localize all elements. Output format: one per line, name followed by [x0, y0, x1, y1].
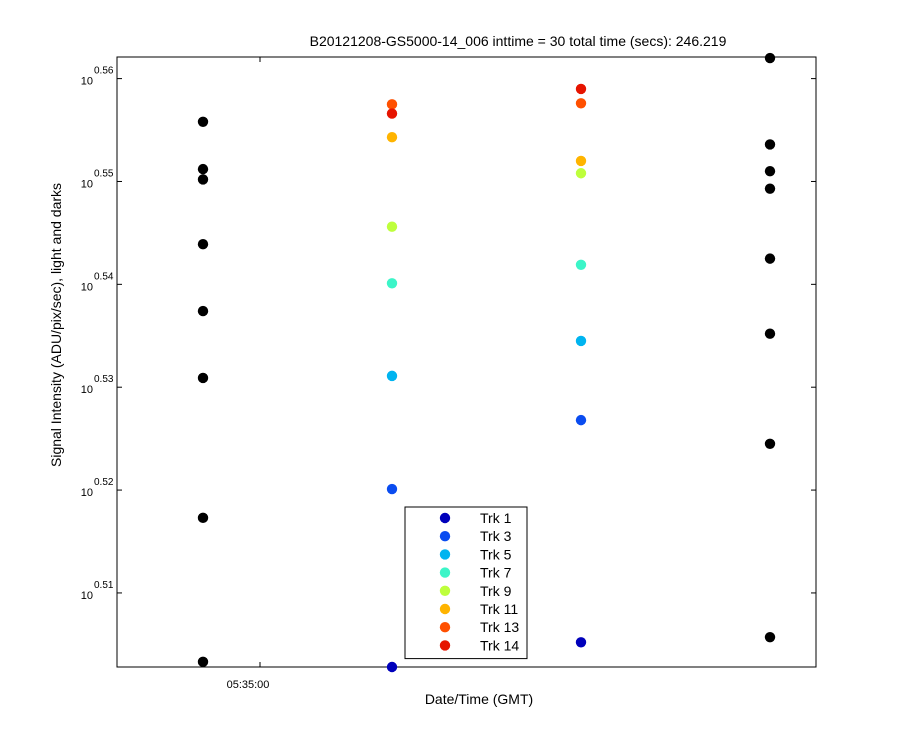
- point-trk-7: [575, 259, 587, 270]
- point-darks: [197, 372, 209, 384]
- legend-label: Trk 14: [480, 637, 519, 653]
- legend: Trk 1 Trk 3 Trk 5 Trk 7 Trk 9 Trk 11 Trk 13 Trk…: [404, 506, 528, 660]
- point-trk-13: [575, 98, 587, 109]
- y-axis-label: Signal Intensity (ADU/pix/sec), light an…: [48, 183, 64, 467]
- legend-label: Trk 13: [480, 619, 519, 635]
- point-darks: [764, 139, 776, 150]
- point-darks: [764, 253, 776, 264]
- point-trk-11: [386, 132, 398, 143]
- point-trk-1: [386, 661, 398, 673]
- legend-label: Trk 5: [480, 546, 512, 562]
- legend-marker: [439, 531, 451, 542]
- point-darks: [764, 165, 776, 177]
- point-trk-14: [575, 83, 587, 95]
- point-darks: [764, 438, 776, 449]
- point-trk-14: [386, 108, 398, 119]
- point-darks: [197, 239, 209, 250]
- point-trk-9: [386, 221, 398, 232]
- point-darks: [197, 305, 209, 317]
- y-tick-label: 10: [81, 487, 93, 499]
- point-trk-13: [386, 99, 398, 110]
- point-darks: [197, 512, 209, 524]
- legend-marker: [439, 585, 451, 596]
- y-tick-label-exponent: 0.56: [94, 66, 114, 77]
- legend-label: Trk 11: [480, 601, 518, 617]
- point-darks: [197, 656, 209, 668]
- legend-label: Trk 7: [480, 565, 512, 581]
- y-tick-label-exponent: 0.51: [94, 580, 114, 591]
- point-trk-5: [386, 370, 398, 382]
- legend-marker: [439, 622, 451, 633]
- legend-marker: [439, 603, 451, 615]
- legend-label: Trk 3: [480, 528, 512, 544]
- y-tick-label: 10: [81, 281, 93, 293]
- y-tick-label-exponent: 0.55: [94, 168, 114, 179]
- legend-box: [404, 506, 528, 660]
- point-darks: [197, 174, 209, 185]
- chart-title: B20121208-GS5000-14_006 inttime = 30 tot…: [310, 33, 727, 49]
- y-tick-label: 10: [81, 590, 93, 602]
- point-darks: [197, 163, 209, 175]
- point-trk-1: [575, 637, 587, 648]
- x-axis-label: Date/Time (GMT): [425, 691, 533, 707]
- point-darks: [764, 52, 776, 64]
- point-trk-7: [386, 278, 398, 289]
- x-axis-ticks: 05:35:00: [227, 57, 270, 691]
- point-trk-3: [575, 414, 587, 426]
- x-tick-label: 05:35:00: [227, 679, 270, 691]
- point-trk-5: [575, 335, 587, 347]
- data-points: [197, 52, 776, 673]
- legend-marker: [439, 640, 451, 651]
- y-tick-label-exponent: 0.53: [94, 374, 114, 385]
- legend-label: Trk 9: [480, 583, 512, 599]
- y-tick-label: 10: [81, 76, 93, 88]
- y-tick-label: 10: [81, 384, 93, 396]
- y-tick-label: 10: [81, 178, 93, 190]
- point-darks: [764, 183, 776, 194]
- point-darks: [197, 116, 209, 128]
- y-tick-label-exponent: 0.52: [94, 477, 114, 488]
- y-tick-label-exponent: 0.54: [94, 271, 114, 282]
- point-darks: [764, 328, 776, 339]
- legend-label: Trk 1: [480, 510, 512, 526]
- point-trk-11: [575, 155, 587, 167]
- point-darks: [764, 631, 776, 643]
- point-trk-9: [575, 168, 587, 179]
- point-trk-3: [386, 483, 398, 495]
- legend-marker: [439, 512, 451, 524]
- legend-marker: [439, 549, 451, 560]
- legend-marker: [439, 567, 451, 578]
